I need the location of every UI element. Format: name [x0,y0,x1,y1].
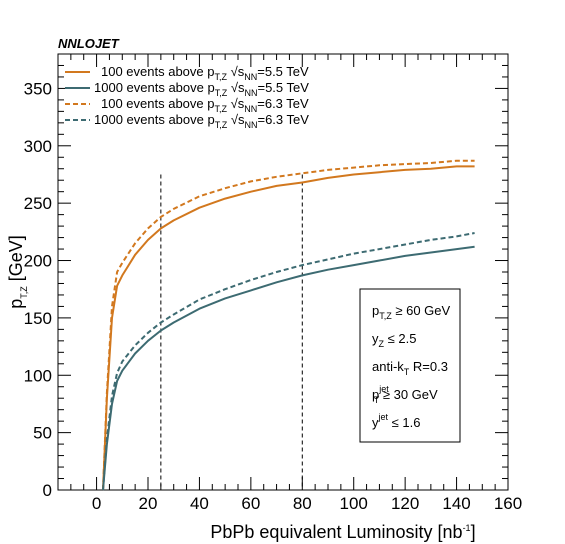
x-tick-label: 120 [391,494,419,513]
x-tick-label: 160 [494,494,522,513]
y-tick-label: 300 [24,137,52,156]
y-tick-label: 50 [33,424,52,443]
y-tick-label: 250 [24,194,52,213]
axis-titles: PbPb equivalent Luminosity [nb-1] pT,Z [G… [6,235,476,542]
cut-line-1: pT,Z ≥ 60 GeV [372,303,451,321]
series-line-2 [102,245,475,491]
legend-entry-1: 100 events above pT,Z √sNN=5.5 TeV [101,64,309,82]
series-line-1 [102,165,475,491]
x-tick-label: 60 [241,494,260,513]
x-tick-label: 100 [340,494,368,513]
axis-ticks: 0 20 40 60 80 100 120 140 160 0 50 100 150 200 250 300 3… [24,53,522,513]
y-tick-label: 200 [24,252,52,271]
y-tick-label: 100 [24,366,52,385]
cuts-box-frame [359,288,461,443]
x-tick-label: 0 [92,494,101,513]
cut-line-4: pjet T ≥ 30 GeV [372,384,438,405]
series-line-4 [102,232,475,491]
reference-lines [160,174,303,490]
cut-line-5: yjet ≤ 1.6 [372,412,420,430]
cut-line-2: yZ ≤ 2.5 [372,331,416,349]
y-axis-title: pT,Z [GeV] [6,235,29,309]
cut-line-3: anti-kT R=0.3 [372,359,448,377]
cuts-box: pT,Z ≥ 60 GeV yZ ≤ 2.5 anti-kT R=0.3 pjet T … [359,288,461,443]
legend-entry-3: 100 events above pT,Z √sNN=6.3 TeV [101,96,309,114]
x-tick-label: 140 [442,494,470,513]
y-tick-label: 150 [24,309,52,328]
legend-entry-2: 1000 events above pT,Z √sNN=5.5 TeV [94,80,309,98]
y-tick-label: 0 [43,481,52,500]
series-lines [102,159,475,491]
x-tick-label: 80 [293,494,312,513]
nnlojet-brand-label: NNLOJET [58,36,120,51]
x-axis-title: PbPb equivalent Luminosity [nb-1] [210,522,475,542]
series-line-3 [102,159,475,491]
y-tick-label: 350 [24,79,52,98]
x-tick-label: 20 [139,494,158,513]
legend-entry-4: 1000 events above pT,Z √sNN=6.3 TeV [94,112,309,130]
x-tick-label: 40 [190,494,209,513]
